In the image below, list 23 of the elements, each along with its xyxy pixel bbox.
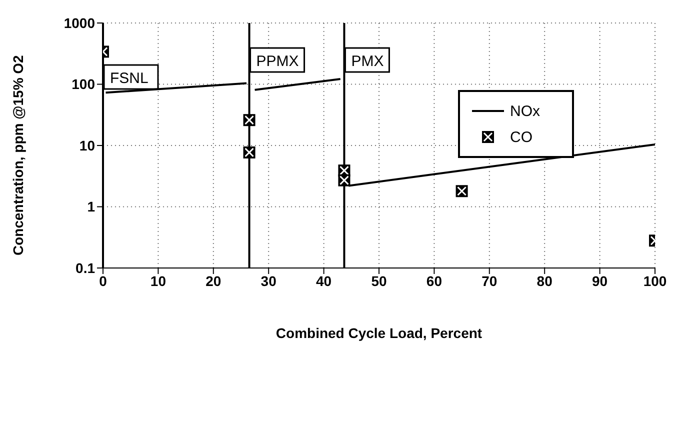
y-tick-label: 1 [87, 198, 96, 215]
x-tick-label: 40 [316, 272, 332, 289]
x-tick-label: 10 [150, 272, 166, 289]
x-axis-title: Combined Cycle Load, Percent [276, 325, 482, 341]
x-tick-label: 90 [592, 272, 608, 289]
ref-line-label: FSNL [110, 70, 148, 87]
legend-label: CO [510, 128, 532, 146]
x-tick-label: 20 [206, 272, 222, 289]
y-tick-label: 10 [79, 137, 96, 154]
x-tick-label: 80 [536, 272, 553, 289]
ref-line-label: PMX [351, 53, 384, 70]
legend-label: NOx [510, 102, 540, 120]
x-tick-label: 30 [260, 272, 277, 289]
ref-line-label: PPMX [256, 53, 299, 70]
x-tick-label: 0 [99, 272, 108, 289]
x-tick-label: 100 [643, 272, 667, 289]
y-tick-label: 1000 [64, 14, 96, 31]
x-tick-label: 50 [371, 272, 387, 289]
x-tick-label: 60 [426, 272, 442, 289]
y-tick-label: 0.1 [76, 260, 96, 276]
y-tick-label: 100 [72, 76, 96, 92]
y-axis-title: Concentration, ppm @15% O2 [10, 54, 26, 256]
x-tick-label: 70 [482, 272, 498, 289]
